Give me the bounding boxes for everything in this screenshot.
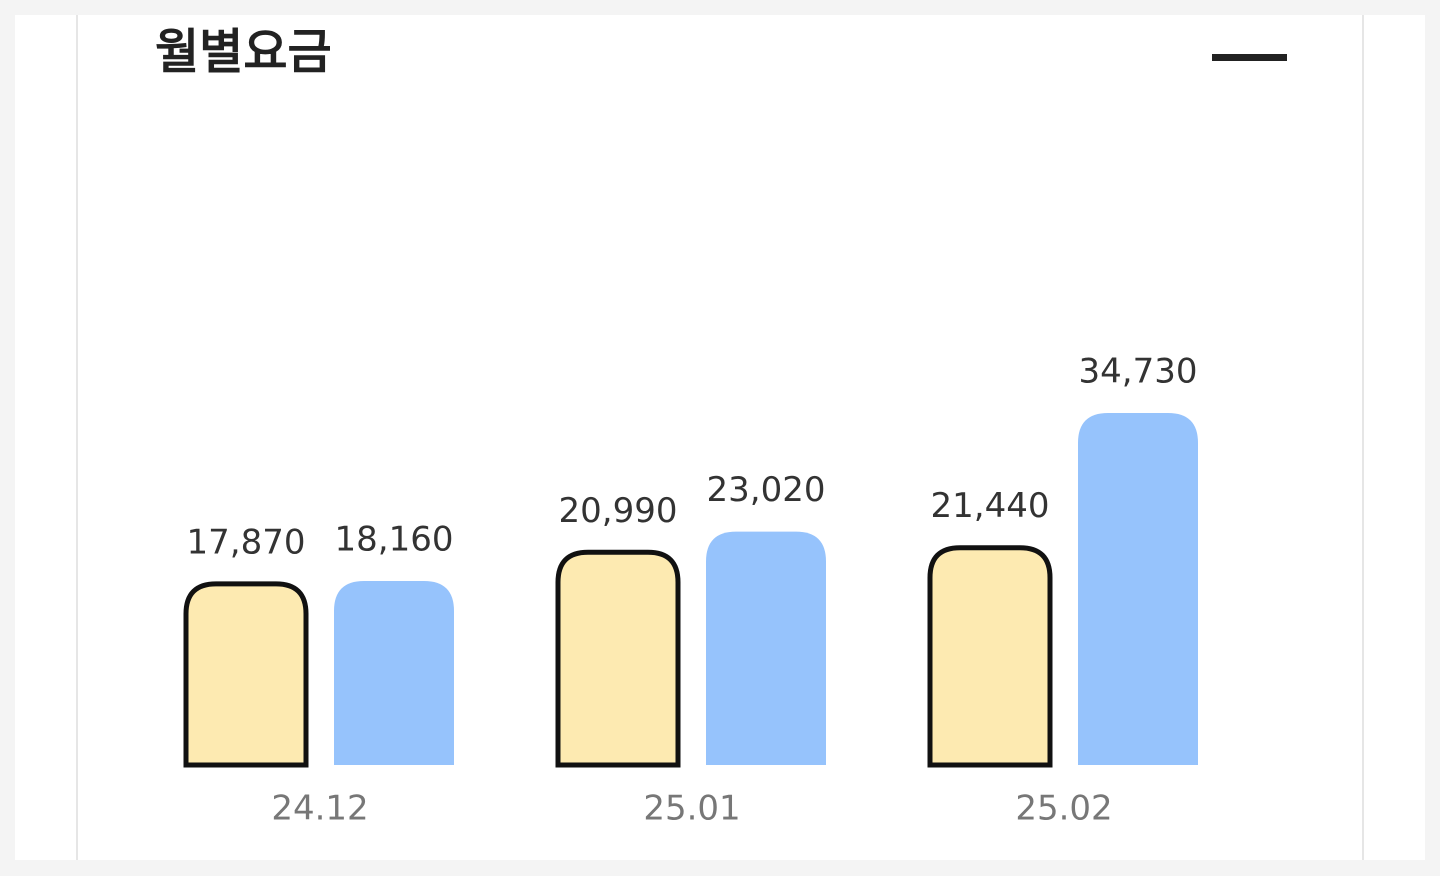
value-label: 20,990 xyxy=(559,491,678,531)
bar xyxy=(1078,413,1198,765)
x-tick-label: 25.01 xyxy=(643,789,740,829)
bar xyxy=(334,580,454,765)
x-tick-label: 25.02 xyxy=(1015,789,1112,829)
value-label: 18,160 xyxy=(335,519,454,559)
value-label: 21,440 xyxy=(931,486,1050,526)
chart-title: 월별요금 xyxy=(155,24,332,80)
value-label: 17,870 xyxy=(187,522,306,562)
value-label: 23,020 xyxy=(707,470,826,510)
bar xyxy=(555,549,681,768)
collapse-button[interactable] xyxy=(1212,54,1287,61)
bar xyxy=(927,545,1053,768)
bar xyxy=(706,531,826,765)
bar xyxy=(183,581,309,768)
x-tick-label: 24.12 xyxy=(271,789,368,829)
value-label: 34,730 xyxy=(1079,352,1198,392)
